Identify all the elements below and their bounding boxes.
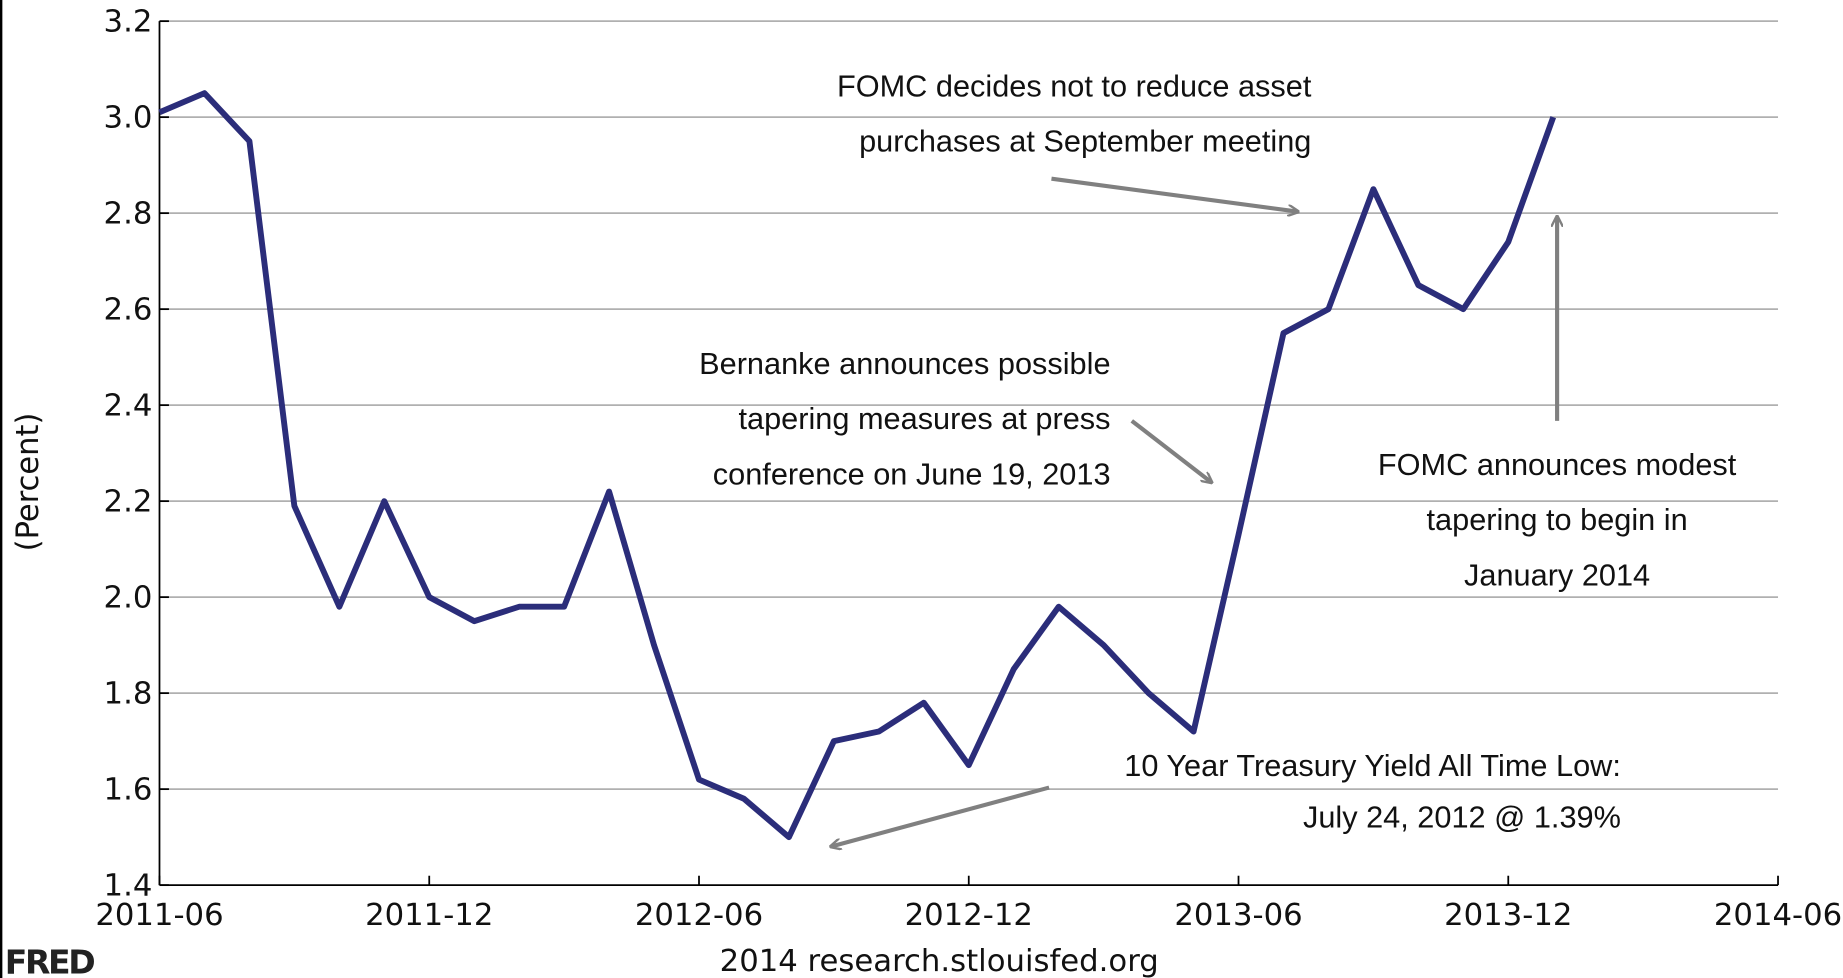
x-tick-label: 2013-12: [1444, 898, 1572, 933]
source: 2014 research.stlouisfed.org: [720, 944, 1159, 978]
x-tick-label: 2011-12: [365, 898, 493, 933]
annotation: Bernanke announces possible: [699, 347, 1110, 381]
grid: 1.4 1.6 1.8 2.0 2.2 2.4 2.6 2.8 3.0 3.2 2011-06 201…: [95, 5, 1842, 933]
y-tick-label: 2.6: [104, 293, 153, 328]
arrow: [1051, 176, 1297, 212]
annotation: purchases at September meeting: [859, 125, 1311, 159]
arrow: [832, 785, 1050, 847]
annotation-arrows: [832, 176, 1557, 847]
annotation: July 24, 2012 @ 1.39%: [1303, 801, 1621, 835]
x-tick-label: 2014-06: [1714, 898, 1842, 933]
y-tick-label: 2.2: [104, 485, 153, 520]
plot: [158, 90, 1557, 841]
data-line: [158, 90, 1557, 841]
annotation: 10 Year Treasury Yield All Time Low:: [1124, 749, 1621, 783]
y-tick-label: 1.8: [104, 677, 153, 712]
annotations: FOMC decides not to reduce asset purchase…: [699, 69, 1737, 834]
y-tick-label: 2.4: [104, 389, 153, 424]
y-tick-label: 1.4: [104, 869, 153, 904]
y-tick-label: 1.6: [104, 773, 153, 808]
x-tick-label: 2012-06: [635, 898, 763, 933]
y-tick-label: 3.2: [104, 5, 153, 40]
x-tick-label: 2012-12: [905, 898, 1033, 933]
y-axis-label: (Percent): [11, 413, 46, 552]
annotation: January 2014: [1464, 558, 1650, 592]
y-tick-label: 2.0: [104, 581, 153, 616]
annotation: FOMC decides not to reduce asset: [837, 69, 1312, 103]
x-tick-label: 2013-06: [1174, 898, 1302, 933]
arrow: [1130, 419, 1211, 482]
x-tick-label: 2011-06: [95, 898, 223, 933]
logo: FRED: [5, 942, 95, 978]
y-tick-label: 2.8: [104, 197, 153, 232]
annotation: FOMC announces modest: [1378, 448, 1737, 482]
annotation: conference on June 19, 2013: [713, 457, 1111, 491]
annotation: tapering measures at press: [738, 402, 1110, 436]
annotation: tapering to begin in: [1427, 503, 1688, 537]
y-tick-label: 3.0: [104, 101, 153, 136]
